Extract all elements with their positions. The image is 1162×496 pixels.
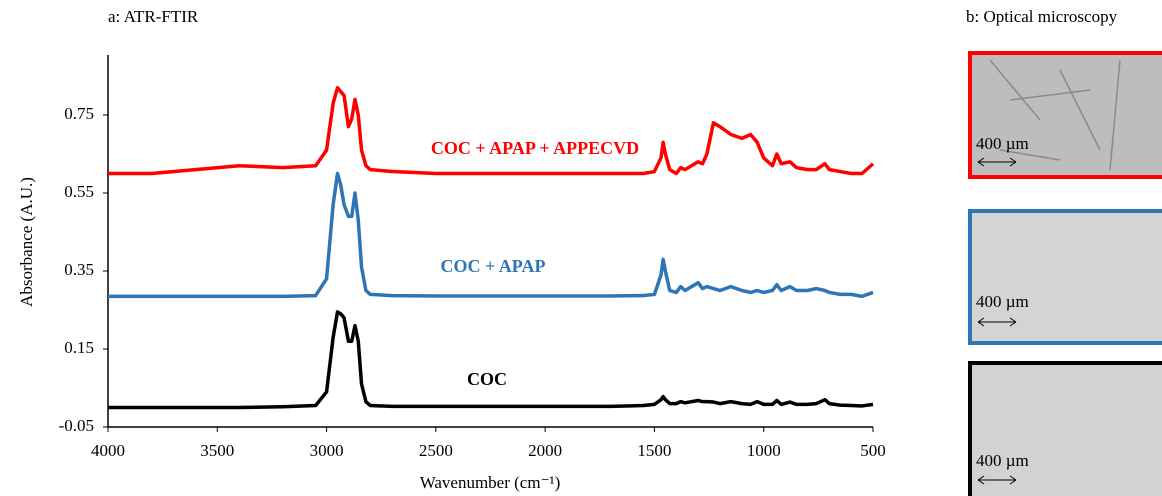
micrograph: 400 µm — [968, 361, 1162, 496]
series-label: COC — [467, 369, 507, 389]
series-line — [108, 310, 874, 410]
scale-label: 400 µm — [976, 134, 1029, 153]
x-tick-label: 4000 — [91, 441, 125, 460]
x-tick-label: 1500 — [637, 441, 671, 460]
series-line — [108, 85, 875, 176]
texture — [989, 59, 1121, 171]
micrograph: 400 µm — [968, 51, 1162, 179]
series-label: COC + APAP + APPECVD — [431, 138, 639, 158]
scale-label: 400 µm — [976, 292, 1029, 311]
x-tick-label: 3000 — [310, 441, 344, 460]
image-frame — [968, 361, 1162, 496]
y-tick-label: 0.75 — [64, 104, 94, 123]
x-axis-label: Wavenumber (cm⁻¹) — [420, 473, 561, 492]
x-tick-label: 1000 — [747, 441, 781, 460]
x-tick-label: 500 — [860, 441, 886, 460]
y-tick-label: 0.55 — [64, 182, 94, 201]
y-tick-label: 0.15 — [64, 338, 94, 357]
x-tick-label: 2500 — [419, 441, 453, 460]
chart-title: a: ATR-FTIR — [108, 7, 199, 26]
x-tick-label: 3500 — [200, 441, 234, 460]
scale-bar — [977, 317, 1017, 327]
series-label: COC + APAP — [441, 256, 546, 276]
y-tick-label: -0.05 — [59, 416, 94, 435]
y-axis-label: Absorbance (A.U.) — [17, 177, 36, 307]
y-tick-label: 0.35 — [64, 260, 94, 279]
panel-title: b: Optical microscopy — [966, 7, 1118, 26]
x-tick-label: 2000 — [528, 441, 562, 460]
scale-label: 400 µm — [976, 451, 1029, 470]
scale-bar — [977, 475, 1017, 485]
micrograph: 400 µm — [968, 209, 1162, 345]
series-line — [108, 171, 874, 299]
image-frame — [968, 209, 1162, 345]
scale-bar — [977, 157, 1017, 167]
